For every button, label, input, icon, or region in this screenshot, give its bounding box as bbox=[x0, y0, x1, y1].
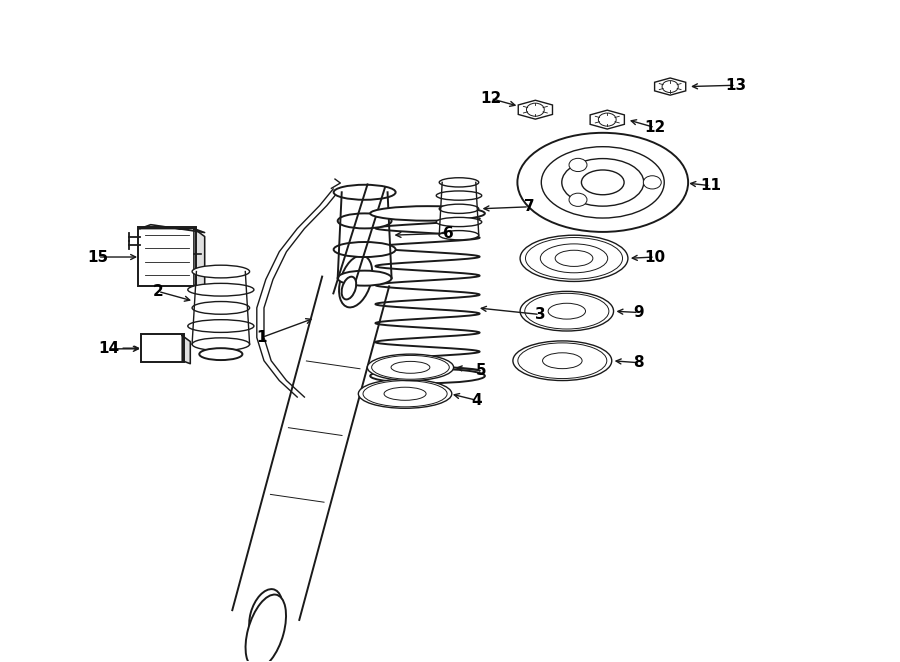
Ellipse shape bbox=[436, 217, 482, 226]
Ellipse shape bbox=[338, 213, 392, 228]
Text: 6: 6 bbox=[443, 226, 454, 241]
Text: 7: 7 bbox=[524, 199, 535, 214]
Text: 8: 8 bbox=[634, 355, 644, 370]
Ellipse shape bbox=[439, 230, 479, 240]
FancyBboxPatch shape bbox=[139, 227, 195, 286]
Circle shape bbox=[569, 158, 587, 171]
Polygon shape bbox=[590, 110, 625, 129]
Circle shape bbox=[662, 81, 679, 93]
Ellipse shape bbox=[338, 271, 392, 286]
Ellipse shape bbox=[188, 320, 254, 332]
Text: 2: 2 bbox=[153, 284, 163, 299]
Text: 11: 11 bbox=[700, 178, 721, 193]
Circle shape bbox=[526, 103, 544, 117]
Polygon shape bbox=[654, 78, 686, 95]
Ellipse shape bbox=[334, 242, 396, 257]
Ellipse shape bbox=[199, 348, 242, 360]
Text: 9: 9 bbox=[634, 305, 644, 320]
Ellipse shape bbox=[334, 185, 396, 200]
Text: 3: 3 bbox=[535, 307, 545, 322]
Ellipse shape bbox=[370, 206, 485, 220]
Ellipse shape bbox=[339, 256, 373, 307]
Text: 15: 15 bbox=[87, 250, 108, 265]
Ellipse shape bbox=[520, 291, 614, 331]
Text: 10: 10 bbox=[644, 250, 665, 265]
Ellipse shape bbox=[188, 283, 254, 296]
Ellipse shape bbox=[520, 235, 628, 281]
Ellipse shape bbox=[439, 177, 479, 187]
Ellipse shape bbox=[513, 341, 612, 381]
Polygon shape bbox=[194, 228, 204, 293]
Ellipse shape bbox=[246, 594, 286, 662]
Text: 14: 14 bbox=[98, 342, 119, 356]
Ellipse shape bbox=[439, 204, 479, 213]
Ellipse shape bbox=[367, 354, 454, 381]
Text: 1: 1 bbox=[256, 330, 266, 345]
FancyBboxPatch shape bbox=[141, 334, 184, 362]
Text: 12: 12 bbox=[644, 120, 665, 135]
Ellipse shape bbox=[192, 301, 249, 314]
Ellipse shape bbox=[436, 191, 482, 200]
Text: 5: 5 bbox=[476, 363, 487, 378]
Text: 4: 4 bbox=[472, 393, 482, 408]
Ellipse shape bbox=[192, 265, 249, 278]
Polygon shape bbox=[140, 224, 204, 232]
Text: 12: 12 bbox=[480, 91, 501, 106]
Circle shape bbox=[598, 113, 616, 126]
Ellipse shape bbox=[518, 133, 688, 232]
Ellipse shape bbox=[249, 589, 283, 641]
Ellipse shape bbox=[370, 369, 485, 383]
Circle shape bbox=[644, 175, 662, 189]
Polygon shape bbox=[518, 100, 553, 119]
Ellipse shape bbox=[192, 338, 249, 351]
Polygon shape bbox=[182, 336, 190, 363]
Ellipse shape bbox=[358, 379, 452, 408]
Circle shape bbox=[569, 193, 587, 207]
Text: 13: 13 bbox=[725, 77, 746, 93]
Ellipse shape bbox=[342, 277, 356, 299]
